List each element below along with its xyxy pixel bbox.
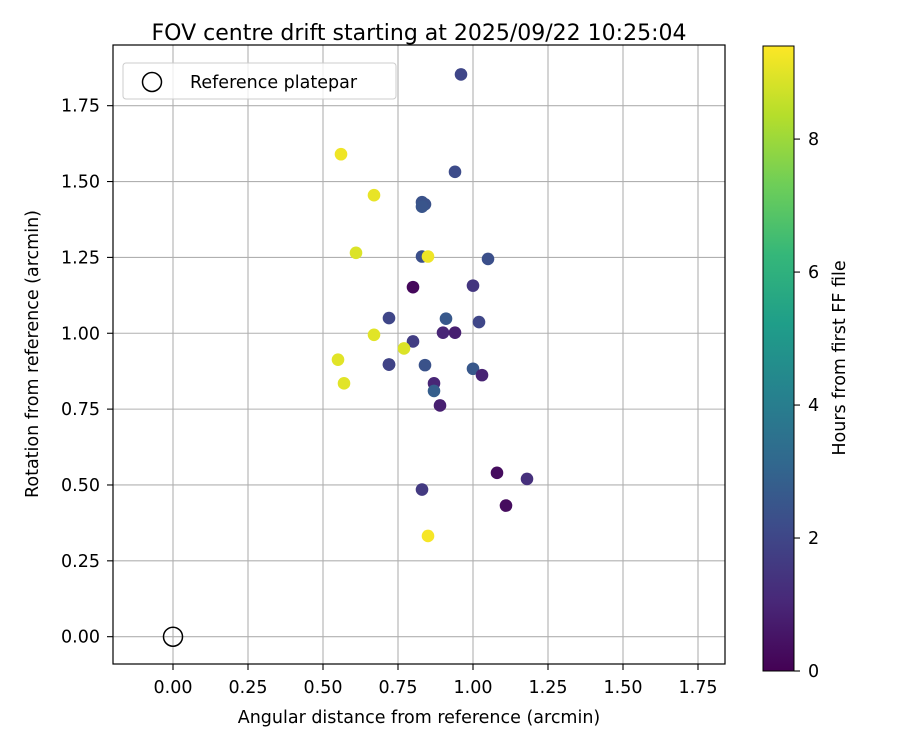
- y-tick-label: 0.75: [61, 400, 100, 420]
- data-point: [382, 358, 396, 371]
- data-point: [397, 342, 411, 355]
- colorbar-gradient: [762, 45, 795, 672]
- data-point: [406, 280, 420, 294]
- colorbar-tick-label: 4: [808, 396, 819, 416]
- x-axis-label: Angular distance from reference (arcmin): [238, 708, 601, 728]
- data-point: [367, 328, 381, 342]
- colorbar-tick-label: 8: [808, 130, 819, 150]
- reference-platepar-marker: [162, 626, 184, 647]
- data-point: [421, 250, 435, 263]
- data-point: [439, 312, 453, 325]
- colorbar-label: Hours from first FF file: [830, 260, 850, 455]
- legend: Reference platepar: [122, 62, 397, 100]
- y-tick-label: 1.00: [61, 324, 100, 344]
- chart-title: FOV centre drift starting at 2025/09/22 …: [152, 21, 687, 46]
- colorbar-ticks: 0 2 4 6 8: [794, 130, 819, 682]
- data-point: [490, 466, 504, 480]
- y-tick-label: 0.50: [61, 476, 100, 496]
- y-tick-label: 0.00: [61, 628, 100, 648]
- data-point: [337, 377, 351, 390]
- x-tick-label: 1.50: [604, 678, 643, 698]
- data-point: [349, 246, 363, 260]
- data-point: [331, 353, 345, 366]
- colorbar-tick-label: 2: [808, 529, 819, 549]
- legend-reference-label: Reference platepar: [190, 73, 358, 93]
- legend-reference-marker: [141, 71, 163, 93]
- x-tick-label: 0.75: [379, 678, 418, 698]
- data-point: [382, 311, 396, 325]
- data-point: [481, 252, 495, 266]
- y-tick-label: 1.50: [61, 173, 100, 193]
- x-tick-label: 1.25: [529, 678, 568, 698]
- data-point: [415, 200, 429, 214]
- y-axis-ticks: 0.00 0.25 0.50 0.75 1.00 1.25 1.50 1.75: [61, 97, 113, 648]
- y-tick-label: 1.25: [61, 248, 100, 268]
- colorbar-tick-label: 0: [808, 662, 819, 682]
- data-point: [466, 362, 480, 376]
- data-point: [448, 326, 462, 339]
- data-point: [454, 68, 468, 81]
- data-point: [475, 368, 489, 382]
- y-tick-label: 1.75: [61, 97, 100, 117]
- x-tick-label: 1.00: [454, 678, 493, 698]
- data-point: [448, 165, 462, 179]
- x-tick-label: 0.50: [304, 678, 343, 698]
- data-points: [331, 68, 534, 543]
- data-point: [436, 326, 450, 339]
- data-point: [520, 472, 534, 486]
- x-tick-label: 1.75: [679, 678, 718, 698]
- data-point: [427, 384, 441, 398]
- plot-background: [113, 45, 725, 664]
- y-axis-label: Rotation from reference (arcmin): [23, 210, 43, 498]
- data-point: [466, 279, 480, 292]
- data-point: [499, 499, 513, 512]
- colorbar-tick-label: 6: [808, 263, 819, 283]
- data-point: [433, 399, 447, 412]
- plot-frame: [112, 44, 726, 665]
- data-point: [415, 483, 429, 496]
- data-point: [406, 335, 420, 348]
- data-point: [334, 147, 348, 161]
- data-point: [421, 529, 435, 543]
- x-tick-label: 0.00: [154, 678, 193, 698]
- legend-box: [122, 62, 397, 100]
- data-point: [418, 358, 432, 372]
- colorbar: 0 2 4 6 8 Hours from first FF file: [762, 45, 850, 682]
- plot-area: [112, 44, 726, 665]
- data-point: [472, 315, 486, 329]
- x-tick-label: 0.25: [229, 678, 268, 698]
- x-axis-ticks: 0.00 0.25 0.50 0.75 1.00 1.25 1.50 1.75: [154, 664, 718, 698]
- y-tick-label: 0.25: [61, 552, 100, 572]
- data-point: [367, 188, 381, 202]
